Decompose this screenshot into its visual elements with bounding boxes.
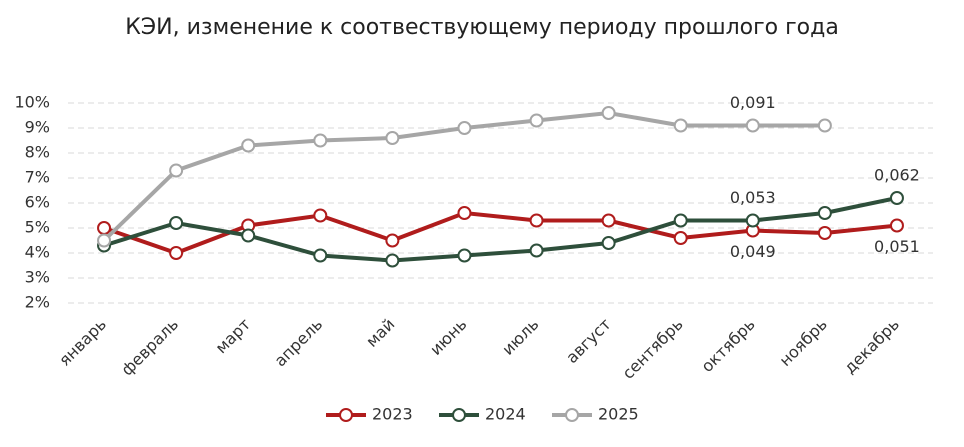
point-marker (889, 191, 904, 205)
series-line (103, 210, 898, 256)
point-marker (241, 138, 256, 153)
x-tick-label: март (212, 315, 255, 358)
y-tick-label: 6% (25, 193, 50, 212)
point-marker (457, 248, 472, 263)
legend-item: 2023 (326, 405, 413, 424)
point-marker (817, 118, 832, 133)
legend-item: 2025 (552, 405, 639, 424)
point-marker (169, 216, 184, 230)
point-marker (529, 113, 544, 128)
point-marker (313, 208, 328, 223)
point-marker (241, 228, 256, 243)
point-marker (601, 213, 616, 228)
data-label: 0,091 (730, 93, 776, 112)
legend-label: 2025 (598, 405, 639, 424)
point-marker (385, 253, 400, 268)
x-tick-label: август (562, 315, 614, 367)
point-marker (169, 163, 184, 178)
y-tick-label: 4% (25, 243, 50, 262)
x-tick-label: декабрь (840, 315, 903, 378)
y-tick-label: 10% (14, 93, 50, 112)
point-marker (313, 133, 328, 148)
point-marker (457, 121, 472, 135)
data-label: 0,051 (874, 237, 920, 256)
point-marker (529, 213, 544, 228)
y-tick-label: 9% (25, 118, 50, 137)
x-tick-label: май (362, 315, 398, 351)
point-marker (601, 236, 616, 250)
point-marker (97, 221, 112, 235)
x-tick-label: январь (55, 315, 110, 370)
point-marker (529, 243, 544, 258)
legend-item: 2024 (439, 405, 526, 424)
point-marker (97, 233, 112, 248)
y-tick-label: 7% (25, 168, 50, 187)
y-tick-label: 2% (25, 293, 50, 312)
y-tick-label: 8% (25, 143, 50, 162)
point-marker (817, 226, 832, 240)
legend-marker (452, 408, 466, 422)
x-tick-label: февраль (117, 315, 182, 380)
point-marker (313, 248, 328, 263)
point-marker (889, 218, 904, 233)
point-marker (673, 231, 688, 245)
point-marker (673, 118, 688, 133)
y-tick-label: 3% (25, 268, 50, 287)
x-tick-label: апрель (270, 315, 326, 371)
legend-label: 2023 (372, 405, 413, 424)
series-line (103, 196, 898, 263)
point-marker (601, 106, 616, 120)
data-label: 0,062 (874, 166, 920, 185)
point-marker (457, 206, 472, 220)
legend-label: 2024 (485, 405, 526, 424)
point-marker (673, 213, 688, 228)
legend-marker (565, 408, 579, 422)
point-marker (745, 213, 760, 228)
point-marker (385, 131, 400, 145)
data-label: 0,053 (730, 188, 776, 207)
chart-title: КЭИ, изменение к соотвествующему периоду… (125, 15, 839, 40)
x-tick-label: июль (498, 315, 542, 359)
x-tick-label: октябрь (697, 315, 758, 376)
point-marker (745, 118, 760, 133)
x-tick-label: июнь (426, 315, 470, 359)
x-tick-label: ноябрь (775, 315, 830, 370)
data-label: 0,049 (730, 242, 776, 261)
y-tick-label: 5% (25, 218, 50, 237)
point-marker (169, 246, 184, 260)
point-marker (817, 206, 832, 220)
point-marker (385, 233, 400, 248)
legend-marker (339, 408, 353, 422)
x-tick-label: сентябрь (618, 315, 686, 383)
